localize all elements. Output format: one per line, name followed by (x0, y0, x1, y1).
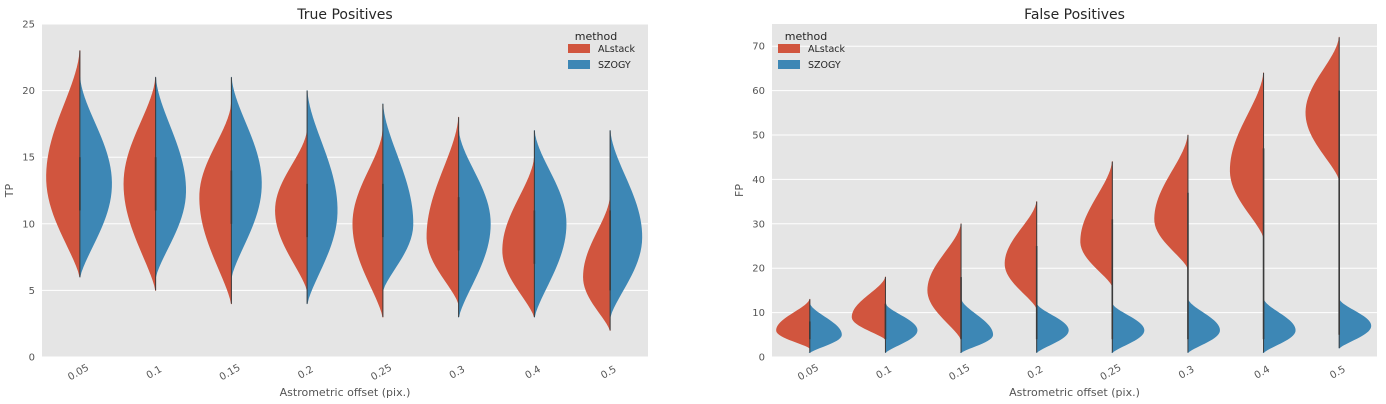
violin-szogy-0-2 (1036, 303, 1069, 354)
violin-alstack-0-2 (275, 130, 308, 291)
violin-alstack-0-3 (1154, 134, 1189, 269)
y-tick-label: 20 (752, 264, 765, 275)
y-tick-label: 15 (22, 153, 35, 164)
x-tick-label: 0.4 (1253, 364, 1272, 381)
violin-alstack-0-15 (199, 103, 232, 305)
x-tick-label: 0.3 (1177, 364, 1196, 381)
y-tick-labels: 0 10 20 30 40 50 60 70 (752, 42, 765, 364)
x-tick-labels: 0.05 0.1 0.15 0.2 0.25 0.3 0.4 0.5 (796, 363, 1347, 384)
chart-title: True Positives (296, 7, 392, 23)
violin-alstack-0-1 (123, 76, 157, 291)
violin-alstack-0-3 (426, 116, 460, 305)
violin-alstack-0-4 (502, 156, 535, 318)
y-axis-label: TP (3, 183, 16, 198)
x-tick-label: 0.25 (369, 363, 394, 384)
legend-label-szogy: SZOGY (598, 60, 631, 71)
violin-alstack-0-5 (1305, 37, 1340, 180)
legend-swatch-szogy (778, 60, 800, 69)
false-positives-panel: 0 10 20 30 40 50 60 70 0.05 0.1 0.15 0.2 0.25 0.3 0.4… (733, 7, 1377, 399)
y-tick-label: 10 (752, 308, 765, 319)
x-tick-label: 0.1 (875, 364, 894, 381)
chart-title: False Positives (1024, 7, 1125, 23)
x-tick-label: 0.25 (1099, 363, 1124, 384)
y-tick-label: 0 (29, 353, 35, 364)
violin-alstack-0-1 (851, 276, 887, 340)
legend-title: method (785, 30, 827, 43)
legend: method ALstack SZOGY (568, 30, 636, 71)
y-axis-label: FP (733, 184, 746, 197)
y-tick-label: 70 (752, 42, 765, 53)
violin-szogy-0-3 (458, 130, 491, 318)
x-tick-label: 0.05 (796, 363, 821, 384)
y-tick-label: 60 (752, 86, 765, 97)
violin-szogy-0-25 (382, 103, 414, 291)
violin-alstack-0-25 (352, 130, 384, 318)
x-tick-label: 0.05 (66, 363, 91, 384)
x-tick-label: 0.4 (523, 364, 542, 381)
violin-alstack-0-15 (927, 223, 962, 340)
y-tick-labels: 0 5 10 15 20 25 (22, 20, 35, 364)
legend-title: method (575, 30, 617, 43)
y-tick-label: 0 (759, 353, 765, 364)
legend-label-alstack: ALstack (808, 44, 846, 55)
violin-szogy-0-05 (808, 303, 842, 353)
legend: method ALstack SZOGY (778, 30, 846, 71)
x-tick-label: 0.2 (296, 364, 315, 381)
violin-alstack-0-4 (1229, 72, 1264, 238)
violin-szogy-0-05 (79, 76, 112, 278)
legend-label-szogy: SZOGY (808, 60, 841, 71)
x-tick-label: 0.1 (145, 364, 164, 381)
legend-swatch-alstack (778, 44, 800, 53)
violin-alstack-0-5 (583, 196, 611, 331)
violin-szogy-0-4 (1263, 299, 1296, 354)
x-tick-label: 0.5 (599, 364, 618, 381)
legend-label-alstack: ALstack (598, 44, 636, 55)
legend-swatch-szogy (568, 60, 590, 69)
y-tick-label: 25 (22, 20, 35, 31)
violin-szogy-0-15 (959, 298, 994, 353)
violin-szogy-0-15 (230, 76, 262, 278)
x-tick-label: 0.2 (1026, 364, 1045, 381)
violin-szogy-0-1 (885, 303, 918, 353)
violin-szogy-0-2 (306, 90, 338, 305)
x-tick-labels: 0.05 0.1 0.15 0.2 0.25 0.3 0.4 0.5 (66, 363, 618, 384)
violin-szogy-0-5 (1338, 299, 1372, 350)
y-tick-label: 20 (22, 86, 35, 97)
y-tick-label: 50 (752, 131, 765, 142)
x-axis-label: Astrometric offset (pix.) (280, 386, 411, 399)
y-tick-label: 30 (752, 219, 765, 230)
x-axis-label: Astrometric offset (pix.) (1009, 386, 1140, 399)
legend-swatch-alstack (568, 44, 590, 53)
violin-alstack-0-05 (776, 298, 811, 349)
violin-alstack-0-25 (1080, 161, 1113, 288)
violin-szogy-0-3 (1187, 299, 1220, 354)
violin-szogy-0-1 (155, 76, 187, 278)
y-tick-label: 10 (22, 219, 35, 230)
y-tick-label: 5 (29, 286, 35, 297)
x-tick-label: 0.3 (448, 364, 467, 381)
violin-alstack-0-2 (1004, 201, 1038, 309)
violin-alstack-0-05 (46, 50, 81, 278)
violin-szogy-0-5 (609, 130, 643, 318)
violins (46, 50, 643, 331)
true-positives-panel: 0 5 10 15 20 25 0.05 0.1 0.15 0.2 0.25 0.3 0.4 0.5 T… (3, 7, 648, 399)
y-tick-label: 40 (752, 175, 765, 186)
violin-szogy-0-25 (1111, 303, 1145, 354)
x-tick-label: 0.15 (947, 363, 972, 384)
violins (776, 37, 1372, 354)
x-tick-label: 0.5 (1328, 364, 1347, 381)
x-tick-label: 0.15 (218, 363, 243, 384)
violin-szogy-0-4 (533, 130, 567, 318)
